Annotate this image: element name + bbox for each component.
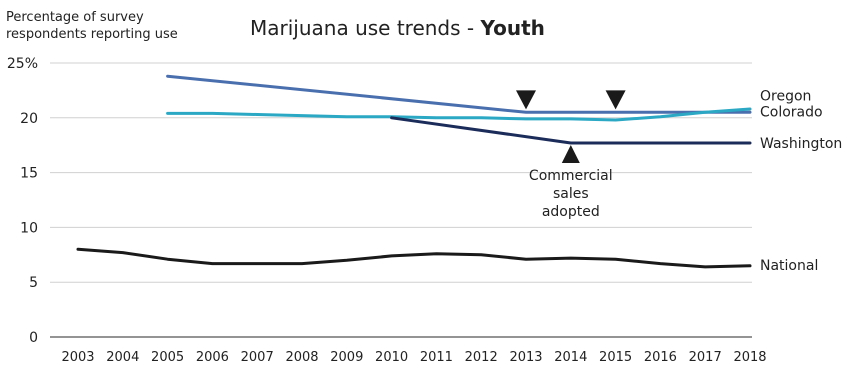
- y-tick-label-0: 0: [29, 330, 38, 346]
- series-line-national: [76, 247, 752, 269]
- annotation-line-1: Commercial: [529, 168, 613, 184]
- y-tick-label-25: 25%: [7, 56, 38, 72]
- x-tick-label-2013: 2013: [509, 350, 542, 365]
- series-label-oregon: Oregon: [760, 88, 811, 104]
- x-tick-label-2017: 2017: [689, 350, 722, 365]
- x-tick-label-2018: 2018: [733, 350, 766, 365]
- x-tick-label-2011: 2011: [420, 350, 453, 365]
- x-tick-label-2015: 2015: [599, 350, 632, 365]
- x-tick-label-2007: 2007: [241, 350, 274, 365]
- x-tick-label-2016: 2016: [644, 350, 677, 365]
- x-tick-label-2006: 2006: [196, 350, 229, 365]
- y-tick-label-15: 15: [20, 166, 38, 182]
- series-label-national: National: [760, 258, 818, 274]
- marker-triangle-up-2014: [561, 145, 580, 164]
- x-tick-label-2003: 2003: [61, 350, 94, 365]
- y-tick-label-20: 20: [20, 111, 38, 127]
- series-label-washington: Washington: [760, 136, 842, 152]
- y-tick-label-10: 10: [20, 220, 38, 236]
- y-tick-label-5: 5: [29, 275, 38, 291]
- y-axis-title-line-1: Percentage of survey: [6, 10, 144, 25]
- annotation-line-2: sales: [553, 186, 589, 202]
- x-tick-label-2004: 2004: [106, 350, 139, 365]
- x-tick-label-2008: 2008: [285, 350, 318, 365]
- y-axis-title: Percentage of survey respondents reporti…: [6, 9, 178, 43]
- series-line-washington: [390, 116, 752, 145]
- marker-triangle-down-2015: [605, 90, 626, 110]
- series-line-colorado: [166, 107, 752, 122]
- series-line-oregon: [166, 74, 752, 114]
- x-tick-label-2009: 2009: [330, 350, 363, 365]
- chart-title: Marijuana use trends - Youth: [250, 16, 545, 40]
- marker-triangle-down-2013: [516, 90, 536, 110]
- y-axis-title-line-2: respondents reporting use: [6, 27, 178, 42]
- x-tick-label-2005: 2005: [151, 350, 184, 365]
- series-label-colorado: Colorado: [760, 104, 823, 120]
- x-tick-label-2014: 2014: [554, 350, 587, 365]
- chart-title-text: Marijuana use trends -: [250, 16, 481, 40]
- x-tick-label-2012: 2012: [465, 350, 498, 365]
- x-tick-label-2010: 2010: [375, 350, 408, 365]
- chart-title-bold: Youth: [480, 16, 545, 40]
- annotation-line-3: adopted: [542, 204, 600, 220]
